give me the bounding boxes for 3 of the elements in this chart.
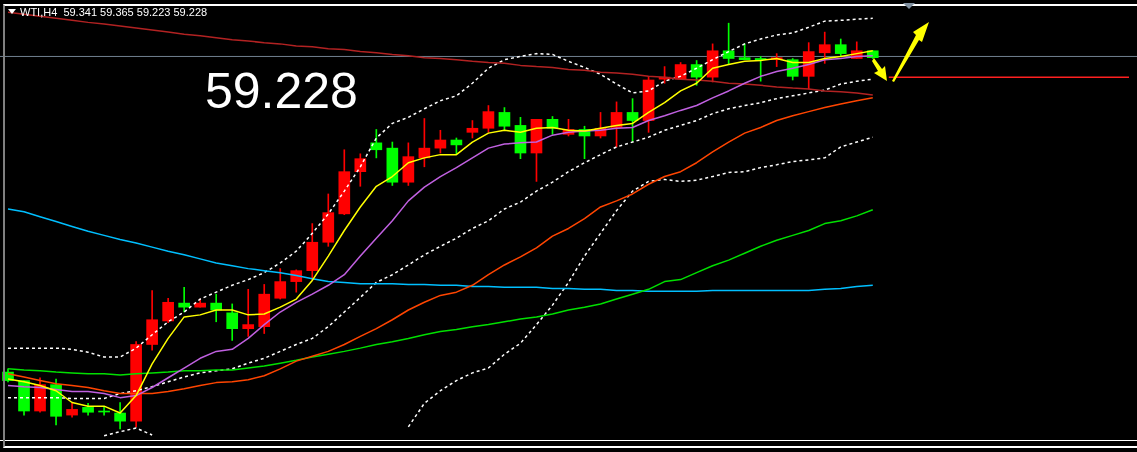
annotation: 59.228 — [205, 62, 358, 120]
candlestick — [242, 288, 255, 337]
chart-title: WTI,H4 59.341 59.365 59.223 59.228 — [20, 6, 208, 18]
